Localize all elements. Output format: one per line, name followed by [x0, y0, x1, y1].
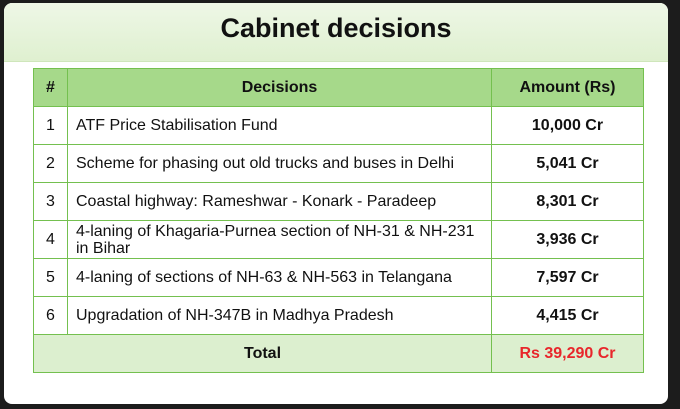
total-amount: Rs 39,290 Cr [491, 334, 644, 373]
amount: 10,000 Cr [491, 106, 644, 145]
amount: 3,936 Cr [491, 220, 644, 259]
decision: 4-laning of sections of NH-63 & NH-563 i… [67, 258, 492, 297]
column-header: Decisions [67, 68, 492, 107]
decision: Upgradation of NH-347B in Madhya Pradesh [67, 296, 492, 335]
row: 4 4-laning of Khagaria-Purnea section of … [33, 220, 644, 259]
amount: 8,301 Cr [491, 182, 644, 221]
row-number: 3 [33, 182, 68, 221]
total-label: Total [33, 334, 492, 373]
row-number: 5 [33, 258, 68, 297]
row-number: 4 [33, 220, 68, 259]
title: Cabinet decisions [220, 13, 452, 43]
row: 6 Upgradation of NH-347B in Madhya Prades… [33, 296, 644, 335]
decision: 4-laning of Khagaria-Purnea section of N… [67, 220, 492, 259]
row-number: 1 [33, 106, 68, 145]
row: 5 4-laning of sections of NH-63 & NH-563 … [33, 258, 644, 297]
decision: ATF Price Stabilisation Fund [67, 106, 492, 145]
column-header: # [33, 68, 68, 107]
table-body: 1 ATF Price Stabilisation Fund 10,000 Cr 2 S… [33, 106, 644, 373]
decision: Scheme for phasing out old trucks and bu… [67, 144, 492, 183]
decision: Coastal highway: Rameshwar - Konark - Pa… [67, 182, 492, 221]
header: Cabinet decisions [4, 3, 668, 62]
column-header: Amount (Rs) [491, 68, 644, 107]
header-row: # Decisions Amount (Rs) [33, 68, 644, 107]
row: 2 Scheme for phasing out old trucks and b… [33, 144, 644, 183]
row: 1 ATF Price Stabilisation Fund 10,000 Cr [33, 106, 644, 145]
amount: 4,415 Cr [491, 296, 644, 335]
row-number: 2 [33, 144, 68, 183]
amount: 5,041 Cr [491, 144, 644, 183]
amount: 7,597 Cr [491, 258, 644, 297]
table: # Decisions Amount (Rs) 1 ATF Price Stabi… [33, 68, 644, 373]
row: 3 Coastal highway: Rameshwar - Konark - P… [33, 182, 644, 221]
row-number: 6 [33, 296, 68, 335]
total-row: Total Rs 39,290 Cr [33, 334, 644, 373]
panel: Cabinet decisions # Decisions Amount (Rs… [4, 3, 668, 404]
